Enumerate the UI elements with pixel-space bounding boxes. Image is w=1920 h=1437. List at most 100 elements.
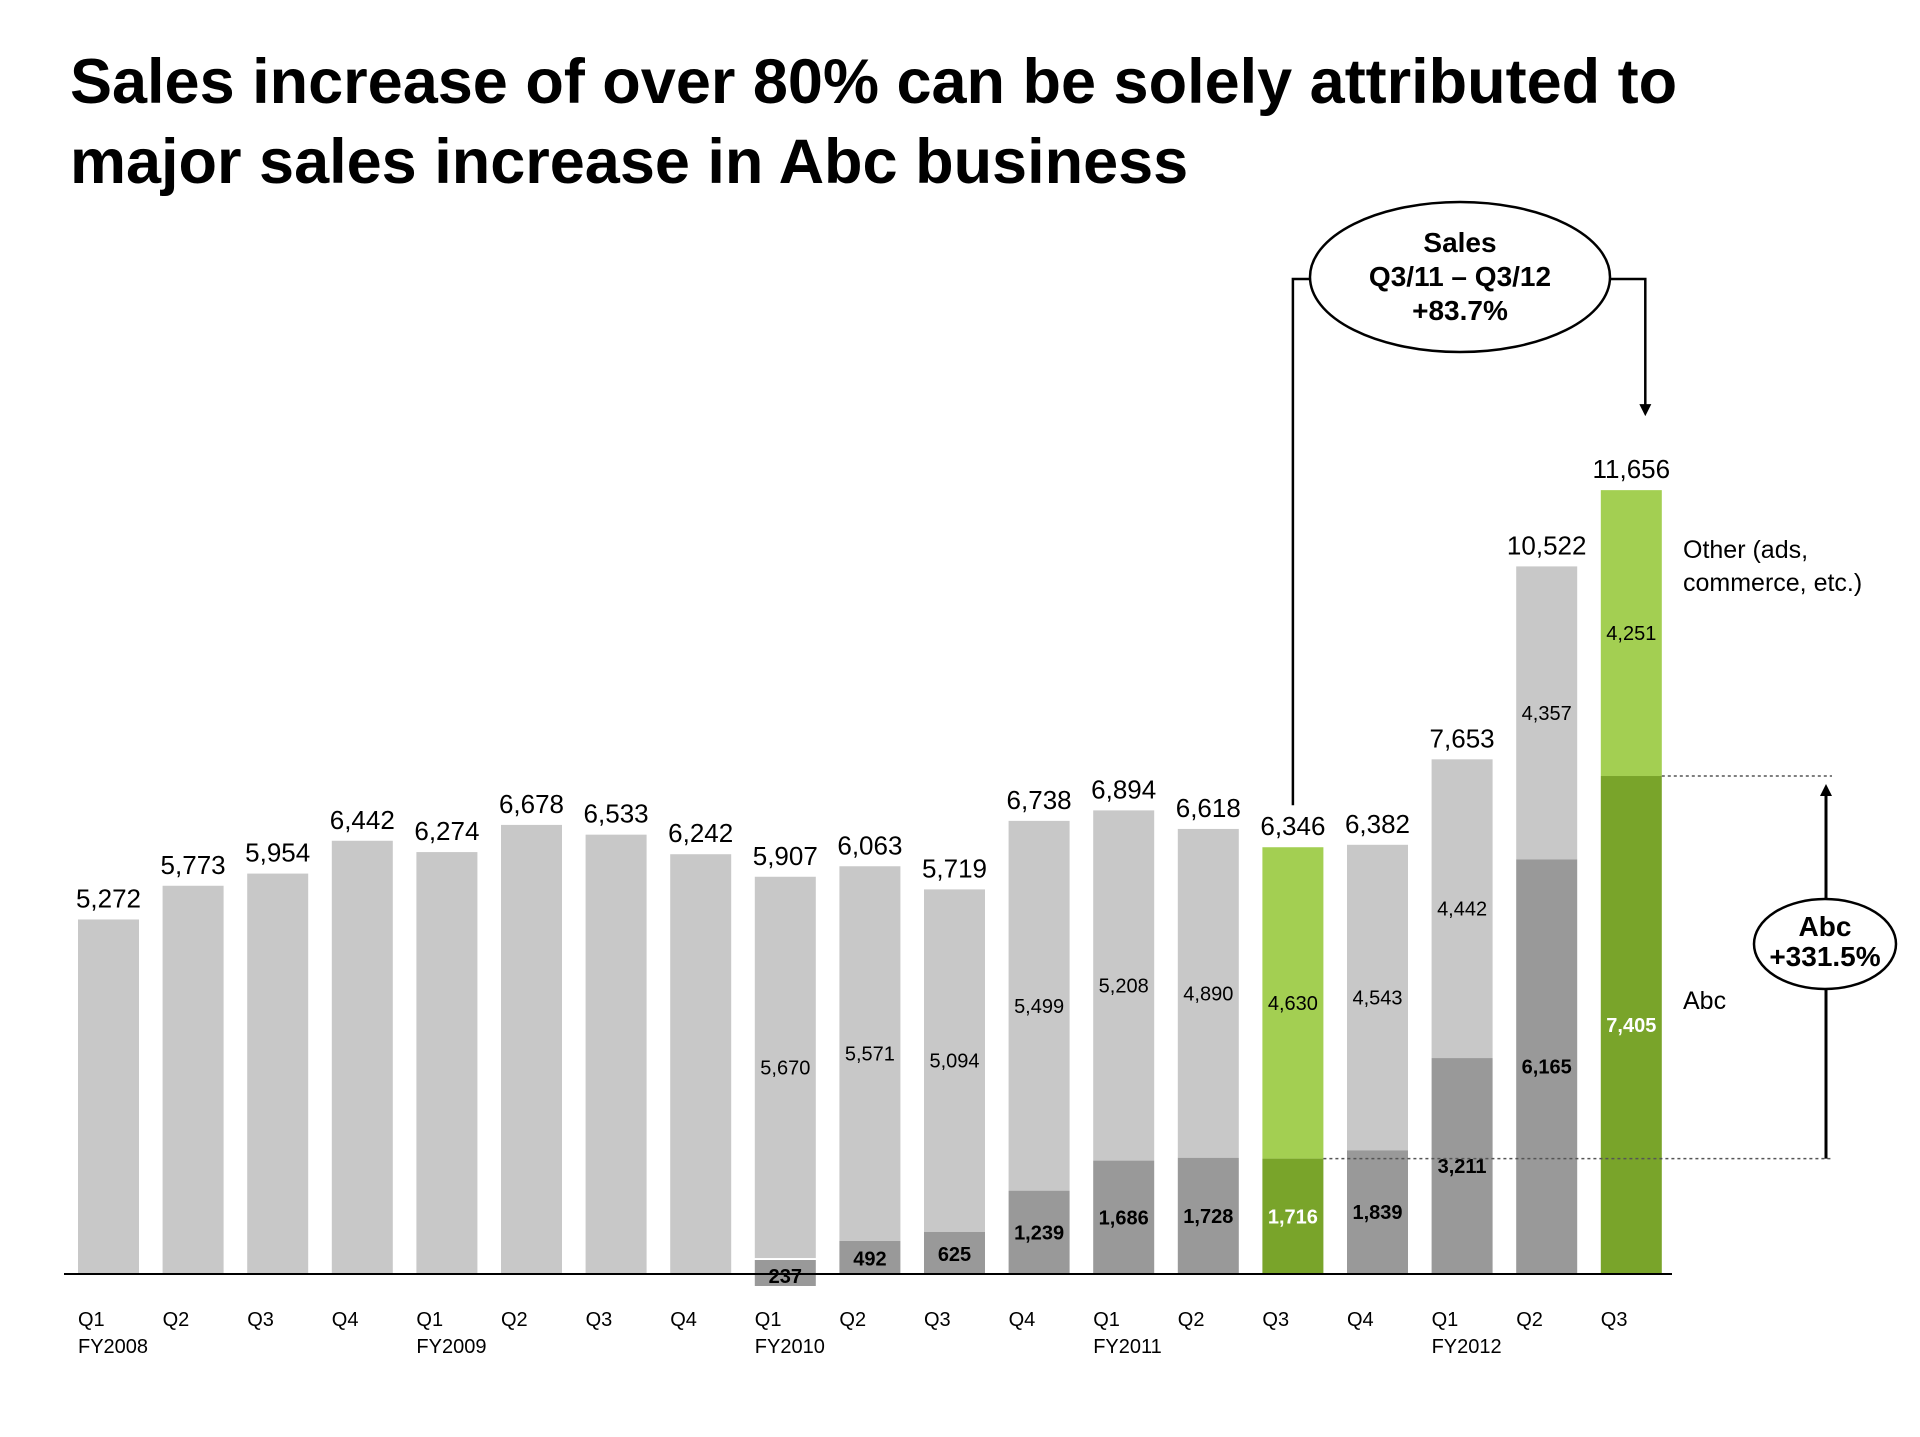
tick-label-year: FY2010	[755, 1336, 825, 1358]
tick-label: Q2	[501, 1309, 528, 1331]
sales-callout-title: Sales	[1423, 227, 1496, 258]
tick-label: Q1	[1093, 1309, 1120, 1331]
bar-other	[1093, 810, 1155, 1161]
labels-layer: 5,272 5,773 5,954 6,442 6,274 6,678 6,533 6,242…	[76, 454, 1670, 1288]
tick-label: Q4	[332, 1309, 359, 1331]
tick-label-year: FY2008	[78, 1336, 148, 1358]
bar-other	[331, 840, 393, 1274]
bar-abc	[1600, 776, 1662, 1274]
segment-label-abc: 492	[853, 1248, 886, 1270]
bar-abc	[1262, 1158, 1324, 1274]
segment-label-abc: 1,716	[1268, 1206, 1318, 1228]
segment-label-other: 4,630	[1268, 993, 1318, 1015]
sales-callout-ellipse	[1308, 200, 1612, 354]
total-label: 6,274	[414, 816, 479, 846]
segment-label-other: 4,442	[1437, 899, 1487, 921]
total-label: 5,954	[245, 838, 310, 868]
tick-label: Q2	[1516, 1309, 1543, 1331]
segment-label-other: 4,890	[1183, 983, 1233, 1005]
total-label: 5,272	[76, 883, 141, 913]
tick-label: Q1	[1432, 1309, 1459, 1331]
sales-bracket-right	[1598, 277, 1652, 417]
x-axis-ticks: Q1 FY2008 Q2 Q3 Q4 Q1 FY2009 Q2 Q3 Q4 Q1 FY2010 Q2 Q3…	[78, 1309, 1627, 1358]
segment-label-abc: 7,405	[1606, 1015, 1656, 1037]
segment-label-abc: 1,839	[1352, 1202, 1402, 1224]
bar-other	[1008, 820, 1070, 1191]
abc-callout-title: Abc	[1799, 911, 1852, 942]
tick-label: Q2	[1178, 1309, 1205, 1331]
bar-other	[1347, 844, 1408, 1151]
bar-abc	[1008, 1190, 1070, 1274]
tick-label: Q1	[755, 1309, 782, 1331]
abc-callout-ellipse	[1752, 897, 1898, 991]
total-label: 6,346	[1260, 811, 1325, 841]
total-label: 10,522	[1507, 530, 1587, 560]
total-label: 6,738	[1007, 785, 1072, 815]
tick-label: Q3	[586, 1309, 613, 1331]
tick-label-year: FY2012	[1432, 1336, 1502, 1358]
legend-abc: Abc	[1683, 987, 1726, 1015]
sales-bracket-left	[1291, 277, 1322, 806]
bar-other	[501, 824, 562, 1274]
bar-abc	[1177, 1157, 1239, 1274]
segment-label-other: 4,357	[1522, 703, 1572, 725]
bar-other	[162, 885, 224, 1274]
bar-abc	[839, 1240, 901, 1274]
bar-other	[839, 866, 901, 1241]
sales-callout-period: Q3/11 – Q3/12	[1369, 261, 1551, 292]
tick-label: Q3	[1262, 1309, 1289, 1331]
bar-abc	[1431, 1058, 1493, 1274]
bars-layer	[78, 490, 1662, 1286]
total-label: 5,719	[922, 853, 987, 883]
segment-label-abc: 3,211	[1438, 1156, 1487, 1178]
bar-other	[1262, 847, 1324, 1159]
total-label: 11,656	[1593, 454, 1671, 484]
bar-abc	[1347, 1150, 1408, 1274]
tick-label: Q4	[1347, 1309, 1374, 1331]
bar-other	[1177, 828, 1239, 1158]
tick-label: Q4	[670, 1309, 697, 1331]
bar-other	[1600, 490, 1662, 777]
total-label: 5,907	[753, 841, 818, 871]
segment-label-other: 5,094	[929, 1051, 979, 1073]
total-label: 6,063	[837, 830, 902, 860]
tick-label: Q3	[1601, 1309, 1628, 1331]
segment-label-other: 5,208	[1099, 975, 1149, 997]
chart-title: Sales increase of over 80% can be solely…	[70, 47, 1678, 197]
segment-label-abc: 1,728	[1183, 1206, 1233, 1228]
bar-other	[585, 834, 647, 1274]
total-label: 5,773	[161, 850, 226, 880]
total-label: 7,653	[1430, 723, 1495, 753]
segment-label-other: 4,543	[1352, 988, 1402, 1010]
segment-label-abc: 625	[938, 1244, 971, 1266]
tick-label: Q1	[416, 1309, 443, 1331]
bar-other	[247, 873, 309, 1274]
tick-label: Q2	[163, 1309, 190, 1331]
bar-other	[78, 919, 139, 1274]
tick-label: Q2	[839, 1309, 866, 1331]
tick-label-year: FY2011	[1093, 1336, 1162, 1358]
segment-label-other: 5,670	[760, 1057, 810, 1079]
segment-label-other: 5,499	[1014, 996, 1064, 1018]
bar-abc	[924, 1231, 985, 1274]
sales-callout-growth: +83.7%	[1412, 295, 1508, 326]
bar-abc	[1516, 859, 1578, 1274]
abc-callout-value: +331.5%	[1769, 941, 1880, 972]
bar-other	[924, 889, 985, 1232]
segment-label-other: 5,571	[845, 1044, 895, 1066]
bar-other	[416, 852, 478, 1274]
total-label: 6,618	[1176, 793, 1241, 823]
tick-label: Q3	[924, 1309, 951, 1331]
tick-label: Q4	[1009, 1309, 1036, 1331]
total-label: 6,678	[499, 789, 564, 819]
bar-other	[670, 854, 732, 1274]
segment-label-abc: 6,165	[1522, 1057, 1572, 1079]
bar-abc	[1093, 1160, 1155, 1274]
tick-label: Q3	[247, 1309, 274, 1331]
segment-label-abc: 1,686	[1099, 1207, 1149, 1229]
total-label: 6,894	[1091, 774, 1156, 804]
segment-label-abc: 1,239	[1014, 1222, 1064, 1244]
bar-other	[1516, 566, 1578, 860]
legend-other-line2: commerce, etc.)	[1683, 569, 1862, 597]
